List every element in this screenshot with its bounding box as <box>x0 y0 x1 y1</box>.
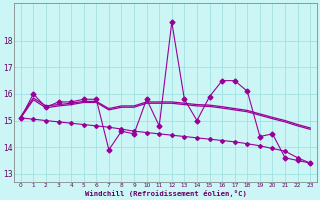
X-axis label: Windchill (Refroidissement éolien,°C): Windchill (Refroidissement éolien,°C) <box>84 190 246 197</box>
